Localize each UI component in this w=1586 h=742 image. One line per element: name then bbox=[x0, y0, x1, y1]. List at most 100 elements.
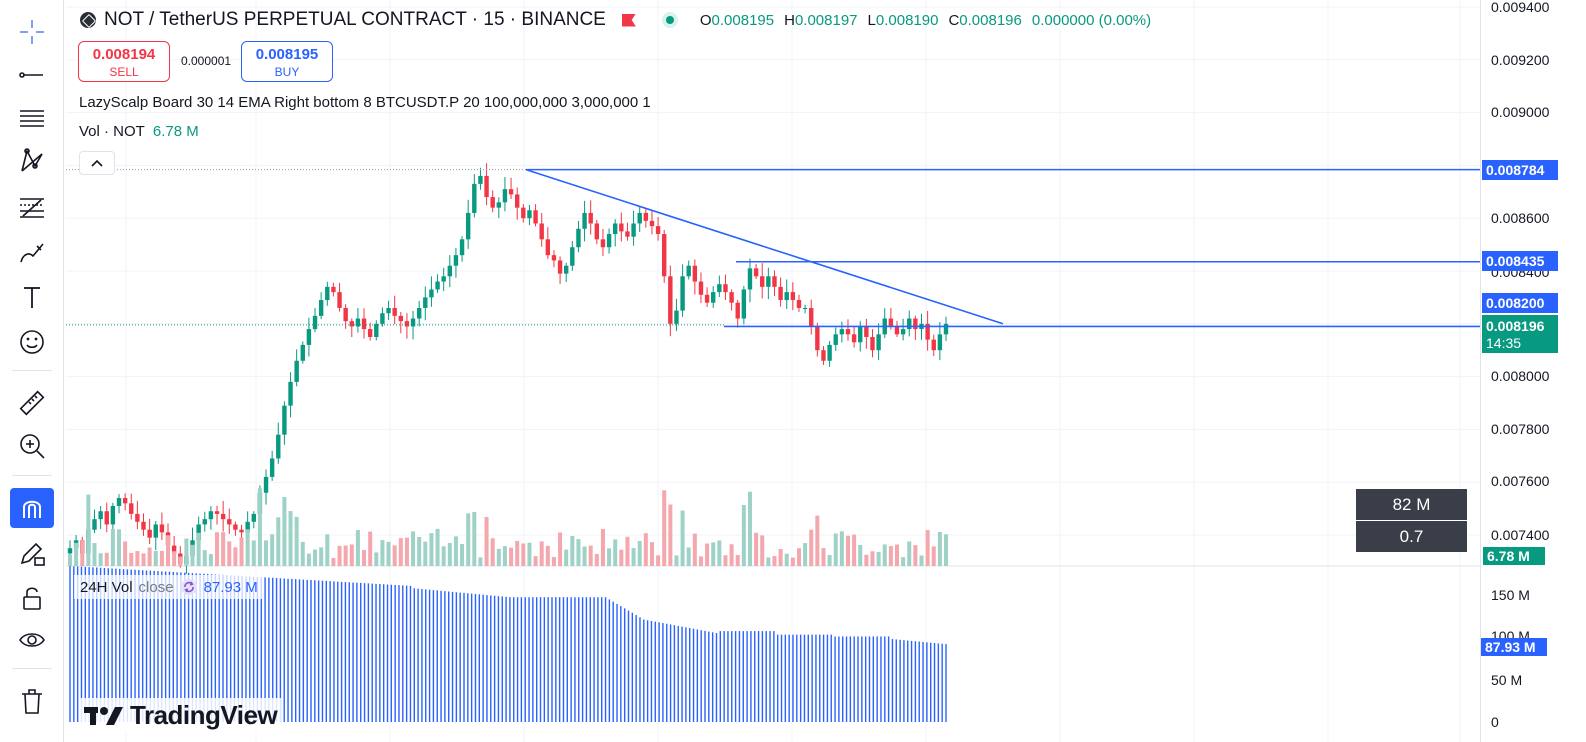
crosshair-icon[interactable] bbox=[10, 12, 54, 52]
volume-bar bbox=[239, 537, 244, 566]
text-icon[interactable] bbox=[10, 277, 54, 317]
emoji-icon[interactable] bbox=[10, 322, 54, 362]
candle-body bbox=[220, 513, 226, 520]
volume-bar bbox=[888, 546, 893, 566]
tradingview-logo[interactable]: TradingView bbox=[80, 698, 282, 733]
candle-body bbox=[282, 405, 287, 435]
pattern-tool-icon[interactable] bbox=[10, 141, 54, 181]
candle-body bbox=[398, 315, 403, 322]
volume-bar bbox=[349, 544, 354, 566]
line-price-tag-mid[interactable]: 0.008435 bbox=[1482, 251, 1558, 271]
candle-body bbox=[312, 315, 318, 330]
volume-bar bbox=[92, 543, 97, 566]
candle-body bbox=[153, 524, 158, 538]
lock-icon[interactable] bbox=[10, 578, 54, 618]
ohlc-values: O0.008195 H0.008197 L0.008190 C0.008196 … bbox=[699, 11, 1152, 29]
candle-body bbox=[723, 284, 728, 293]
price-tick: 0.009200 bbox=[1491, 52, 1550, 68]
collapse-legend-button[interactable] bbox=[79, 151, 115, 175]
volume-bar bbox=[141, 553, 146, 566]
candle-body bbox=[747, 268, 753, 290]
current-price-tag[interactable]: 0.008196 14:35 bbox=[1482, 315, 1558, 353]
vol24-legend[interactable]: 24H Vol close 87.93 M bbox=[74, 575, 264, 599]
volume-bar bbox=[937, 531, 942, 566]
candle-body bbox=[208, 511, 214, 520]
symbol-title[interactable]: NOT / TetherUS PERPETUAL CONTRACT · 15 ·… bbox=[104, 9, 606, 30]
candle-body bbox=[668, 276, 673, 324]
volume-bar bbox=[178, 556, 183, 566]
volume-bar bbox=[913, 545, 918, 566]
candle-body bbox=[122, 498, 128, 504]
magnet-icon[interactable] bbox=[10, 488, 54, 528]
candle-body bbox=[227, 519, 232, 525]
candle-body bbox=[349, 321, 354, 327]
volume-bar bbox=[619, 549, 624, 566]
candle-body bbox=[92, 519, 97, 530]
volume-bar bbox=[600, 529, 605, 566]
candle-body bbox=[760, 276, 765, 287]
chart-canvas[interactable] bbox=[66, 0, 1480, 742]
indicator-legend[interactable]: LazyScalp Board 30 14 EMA Right bottom 8… bbox=[79, 94, 651, 111]
volume-bar bbox=[533, 556, 538, 566]
price-tick: 0.009400 bbox=[1491, 0, 1550, 15]
vol24-value: 87.93 M bbox=[203, 578, 258, 596]
candle-body bbox=[374, 323, 379, 337]
refresh-icon[interactable] bbox=[180, 578, 198, 596]
volume-bar bbox=[386, 541, 391, 566]
candle-body bbox=[202, 519, 207, 525]
volume-bar bbox=[172, 551, 177, 566]
trend-line-icon[interactable] bbox=[10, 55, 54, 95]
price-axis[interactable]: 0.009400 0.009200 0.009000 0.008600 0.00… bbox=[1480, 0, 1586, 742]
volume-bar bbox=[741, 505, 746, 566]
candle-body bbox=[649, 220, 655, 227]
volume-bar bbox=[135, 551, 140, 566]
fib-retracement-icon[interactable] bbox=[10, 187, 54, 227]
line-price-tag-top[interactable]: 0.008784 bbox=[1482, 160, 1558, 180]
price-tick: 0.008600 bbox=[1491, 210, 1550, 226]
candle-body bbox=[802, 307, 808, 309]
volume-bar bbox=[196, 532, 201, 566]
volume-bar bbox=[778, 549, 783, 566]
eye-icon[interactable] bbox=[10, 620, 54, 660]
candle-body bbox=[465, 212, 471, 240]
candle-body bbox=[453, 255, 459, 266]
board-box-volume: 82 M bbox=[1356, 489, 1467, 520]
price-tick: 0.007600 bbox=[1491, 473, 1550, 489]
market-status-icon[interactable] bbox=[661, 12, 678, 28]
volume-bar bbox=[288, 511, 293, 566]
volume-legend[interactable]: Vol · NOT 6.78 M bbox=[79, 123, 199, 140]
volume-bar bbox=[796, 548, 801, 566]
candle-body bbox=[643, 212, 649, 221]
candle-body bbox=[858, 326, 863, 343]
volume-bar bbox=[735, 555, 740, 566]
candle-body bbox=[539, 223, 544, 240]
chevron-up-icon bbox=[91, 159, 103, 167]
buy-button[interactable]: 0.008195 BUY bbox=[241, 41, 333, 82]
candle-body bbox=[306, 329, 312, 345]
ruler-icon[interactable] bbox=[10, 383, 54, 423]
sell-button[interactable]: 0.008194 SELL bbox=[78, 41, 170, 82]
candle-body bbox=[110, 505, 116, 525]
brush-icon[interactable] bbox=[10, 233, 54, 273]
line-price-tag-low[interactable]: 0.008200 bbox=[1482, 293, 1558, 313]
volume-tick: 50 M bbox=[1491, 672, 1523, 688]
volume-bar bbox=[202, 550, 207, 566]
volume-bar bbox=[411, 531, 416, 566]
volume-bar bbox=[747, 491, 752, 566]
flag-icon[interactable] bbox=[621, 13, 636, 27]
volume-bar bbox=[441, 546, 446, 566]
trash-icon[interactable] bbox=[10, 681, 54, 721]
horizontal-lines-icon[interactable] bbox=[10, 98, 54, 138]
candle-body bbox=[98, 511, 103, 520]
candle-body bbox=[472, 183, 477, 213]
volume-bar bbox=[74, 542, 79, 566]
pencil-lock-icon[interactable] bbox=[10, 533, 54, 573]
candle-body bbox=[784, 292, 789, 301]
chart-area[interactable] bbox=[66, 0, 1480, 742]
price-tick: 0.008000 bbox=[1491, 368, 1550, 384]
zoom-in-icon[interactable] bbox=[10, 426, 54, 466]
volume-bar bbox=[417, 536, 422, 566]
volume-bar bbox=[233, 547, 238, 566]
volume-bar bbox=[355, 530, 360, 566]
candle-body bbox=[361, 318, 367, 330]
